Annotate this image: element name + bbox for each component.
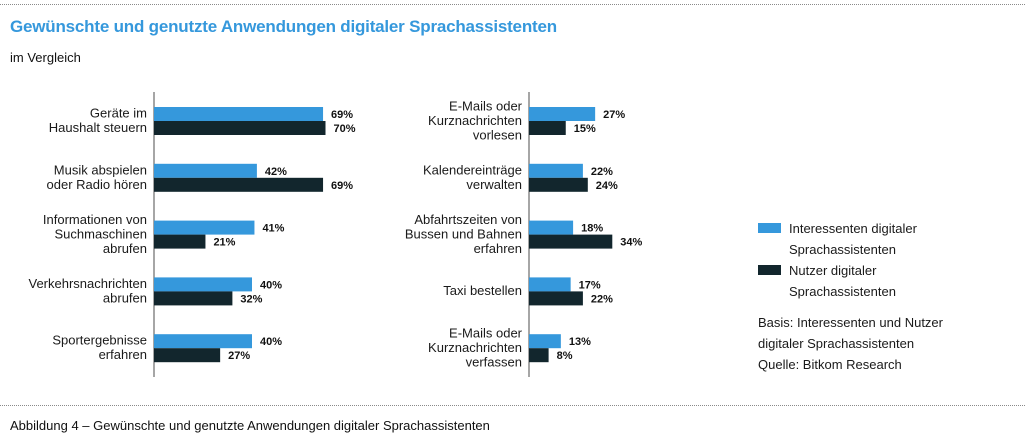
bar: [154, 121, 326, 135]
basis-note: Basis: Interessenten und Nutzer digitale…: [758, 312, 943, 375]
value-label: 27%: [603, 109, 625, 121]
value-label: 8%: [557, 350, 573, 362]
value-label: 27%: [228, 350, 250, 362]
bottom-divider: [0, 405, 1025, 406]
legend-label: Interessenten digitaler: [789, 221, 917, 236]
category-label: Abfahrtszeiten von: [414, 212, 522, 227]
category-label: Kurznachrichten: [428, 340, 522, 355]
bar: [154, 277, 252, 292]
value-label: 69%: [331, 109, 353, 121]
chart-subtitle: im Vergleich: [10, 50, 81, 65]
legend-label: Nutzer digitaler: [789, 263, 877, 278]
value-label: 15%: [574, 123, 596, 135]
value-label: 34%: [620, 237, 642, 249]
legend-swatch-nutzer: [758, 265, 781, 275]
category-label: E-Mails oder: [449, 98, 523, 113]
bar: [154, 107, 324, 121]
legend: Interessenten digitaler Sprachassistente…: [758, 218, 943, 375]
category-label: abrufen: [103, 290, 147, 305]
value-label: 13%: [569, 336, 591, 348]
category-label: Bussen und Bahnen: [405, 226, 522, 241]
bar: [154, 163, 257, 178]
chart-title: Gewünschte und genutzte Anwendungen digi…: [10, 17, 557, 36]
bar: [529, 234, 613, 249]
legend-item-interessenten: Interessenten digitaler Sprachassistente…: [758, 218, 943, 260]
legend-item-nutzer: Nutzer digitaler Sprachassistenten: [758, 260, 943, 302]
bar: [529, 348, 549, 363]
value-label: 24%: [596, 180, 618, 192]
legend-label: Sprachassistenten: [789, 242, 896, 257]
value-label: 40%: [260, 336, 282, 348]
category-label: Musik abspielen: [54, 162, 147, 177]
category-label: erfahren: [99, 347, 147, 362]
value-label: 32%: [240, 293, 262, 305]
basis-line: digitaler Sprachassistenten: [758, 336, 915, 351]
basis-line: Basis: Interessenten und Nutzer: [758, 315, 943, 330]
bar: [529, 177, 588, 192]
category-label: abrufen: [103, 241, 147, 256]
value-label: 42%: [265, 166, 287, 178]
legend-label: Sprachassistenten: [789, 284, 896, 299]
value-label: 22%: [591, 166, 613, 178]
category-label: verwalten: [466, 177, 522, 192]
value-label: 69%: [331, 180, 353, 192]
source-note: Quelle: Bitkom Research: [758, 357, 902, 372]
category-label: Suchmaschinen: [55, 226, 148, 241]
bar: [529, 107, 596, 121]
bar: [154, 334, 252, 349]
bar: [154, 177, 324, 192]
category-label: verfassen: [466, 354, 522, 369]
value-label: 70%: [334, 123, 356, 135]
category-label: Kurznachrichten: [428, 113, 522, 128]
value-label: 22%: [591, 293, 613, 305]
value-label: 17%: [579, 279, 601, 291]
bar: [529, 220, 574, 235]
category-label: oder Radio hören: [47, 177, 147, 192]
category-label: erfahren: [474, 241, 522, 256]
bar: [154, 291, 233, 306]
category-label: Haushalt steuern: [49, 120, 147, 135]
category-label: vorlesen: [473, 127, 522, 142]
bar: [529, 163, 583, 178]
category-label: Taxi bestellen: [443, 283, 522, 298]
category-label: E-Mails oder: [449, 325, 523, 340]
value-label: 40%: [260, 279, 282, 291]
category-label: Verkehrsnachrichten: [28, 276, 147, 291]
category-label: Geräte im: [90, 106, 147, 121]
bar: [154, 348, 221, 363]
category-label: Sportergebnisse: [52, 333, 147, 348]
value-label: 18%: [581, 223, 603, 235]
category-label: Informationen von: [43, 212, 147, 227]
legend-swatch-interessenten: [758, 223, 781, 233]
figure-caption: Abbildung 4 – Gewünschte und genutzte An…: [10, 418, 490, 433]
bar: [529, 291, 583, 306]
bar: [529, 277, 571, 292]
value-label: 21%: [213, 237, 235, 249]
bar: [154, 234, 206, 249]
top-divider: [0, 4, 1025, 5]
bar: [529, 121, 566, 135]
category-label: Kalendereinträge: [423, 162, 522, 177]
bar: [154, 220, 255, 235]
bar: [529, 334, 561, 349]
value-label: 41%: [262, 223, 284, 235]
